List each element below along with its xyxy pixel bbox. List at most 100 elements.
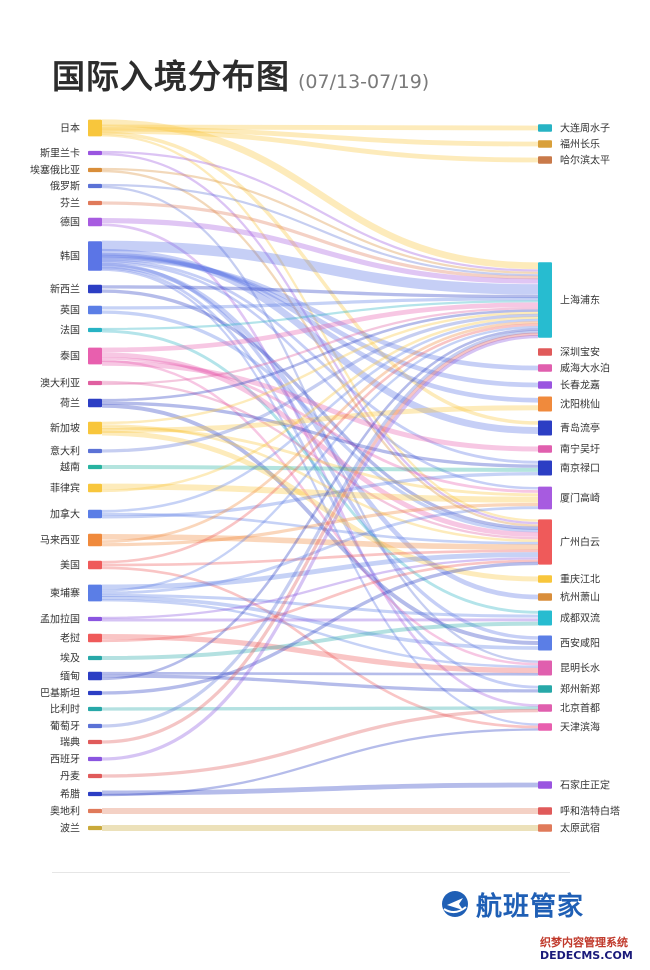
target-node-18 xyxy=(538,685,552,693)
footer-divider xyxy=(52,872,570,873)
source-node-21 xyxy=(88,616,102,622)
flow-link-70 xyxy=(101,621,539,660)
source-label-28: 瑞典 xyxy=(60,736,80,749)
flow-link-42 xyxy=(101,311,539,425)
source-node-30 xyxy=(88,773,102,779)
flow-link-69 xyxy=(101,559,539,643)
source-label-8: 英国 xyxy=(60,304,80,317)
flow-link-38 xyxy=(101,307,539,386)
watermark-line-1: 织梦内容管理系统 xyxy=(540,936,628,949)
flow-link-76 xyxy=(101,330,539,728)
source-node-18 xyxy=(88,533,102,547)
source-node-24 xyxy=(88,671,102,681)
target-node-23 xyxy=(538,824,552,832)
source-node-22 xyxy=(88,633,102,643)
source-node-31 xyxy=(88,791,102,797)
flow-link-36 xyxy=(101,360,539,452)
sankey-chart: 日本斯里兰卡埃塞俄比亚俄罗斯芬兰德国韩国新西兰英国法国泰国澳大利亚荷兰新加坡意大… xyxy=(30,119,620,835)
flow-link-56 xyxy=(101,502,539,547)
date-range-subtitle: (07/13-07/19) xyxy=(298,71,430,93)
flow-link-20 xyxy=(101,259,539,464)
flow-link-62 xyxy=(101,506,539,595)
source-label-0: 日本 xyxy=(60,122,80,135)
flow-link-45 xyxy=(101,405,539,434)
flow-link-14 xyxy=(101,223,539,707)
target-label-20: 天津滨海 xyxy=(560,721,600,734)
source-label-24: 缅甸 xyxy=(60,670,80,683)
source-label-33: 波兰 xyxy=(60,822,80,835)
flow-link-9 xyxy=(101,169,539,527)
source-node-11 xyxy=(88,380,102,386)
flow-link-30 xyxy=(101,300,539,331)
flow-link-60 xyxy=(101,552,539,590)
source-label-32: 奥地利 xyxy=(50,805,80,818)
airport-nodes xyxy=(88,119,552,832)
flow-link-46 xyxy=(101,430,539,582)
title-block: 国际入境分布图 (07/13-07/19) xyxy=(52,50,429,98)
watermark: 织梦内容管理系统 DEDECMS.COM xyxy=(540,936,633,962)
target-label-3: 上海浦东 xyxy=(560,294,600,307)
source-node-6 xyxy=(88,241,102,271)
source-node-5 xyxy=(88,217,102,227)
flow-link-29 xyxy=(101,310,539,533)
flow-link-59 xyxy=(101,566,539,729)
target-label-10: 南京禄口 xyxy=(560,462,600,475)
target-label-17: 昆明长水 xyxy=(560,663,600,675)
flow-link-55 xyxy=(101,321,539,543)
flow-link-15 xyxy=(101,240,539,295)
source-node-16 xyxy=(88,483,102,493)
source-label-2: 埃塞俄比亚 xyxy=(30,164,80,177)
target-node-22 xyxy=(538,807,552,815)
source-node-8 xyxy=(88,305,102,315)
flow-link-61 xyxy=(101,325,539,592)
target-label-8: 青岛流亭 xyxy=(560,422,600,435)
flow-link-49 xyxy=(101,483,539,503)
flow-link-26 xyxy=(101,285,539,299)
target-label-11: 厦门高崎 xyxy=(560,492,600,505)
source-label-27: 葡萄牙 xyxy=(50,720,80,733)
watermark-line-2: DEDECMS.COM xyxy=(540,949,633,962)
node-labels: 日本斯里兰卡埃塞俄比亚俄罗斯芬兰德国韩国新西兰英国法国泰国澳大利亚荷兰新加坡意大… xyxy=(30,122,620,835)
flow-link-13 xyxy=(101,218,539,284)
flow-link-81 xyxy=(101,728,539,797)
target-label-12: 广州白云 xyxy=(560,536,600,549)
target-label-4: 深圳宝安 xyxy=(560,346,600,359)
flow-link-63 xyxy=(101,593,539,618)
flow-link-53 xyxy=(101,472,539,519)
flow-link-11 xyxy=(101,185,539,663)
source-label-11: 澳大利亚 xyxy=(40,377,80,390)
target-node-5 xyxy=(538,364,552,372)
flow-link-50 xyxy=(101,316,539,493)
target-node-4 xyxy=(538,348,552,356)
flow-link-0 xyxy=(101,119,539,270)
flow-link-57 xyxy=(101,323,539,564)
flow-link-2 xyxy=(101,126,539,147)
flow-link-35 xyxy=(101,359,539,666)
source-node-26 xyxy=(88,706,102,712)
flow-link-58 xyxy=(101,549,539,567)
target-label-13: 重庆江北 xyxy=(560,573,600,586)
target-label-19: 北京首都 xyxy=(560,702,600,715)
source-node-13 xyxy=(88,421,102,435)
source-label-21: 孟加拉国 xyxy=(40,613,80,626)
source-node-3 xyxy=(88,183,102,189)
flow-link-21 xyxy=(101,261,539,490)
source-label-3: 俄罗斯 xyxy=(50,180,80,193)
flow-link-72 xyxy=(101,674,539,693)
source-label-7: 新西兰 xyxy=(50,283,80,296)
source-node-27 xyxy=(88,723,102,729)
flow-link-25 xyxy=(101,268,539,726)
source-node-23 xyxy=(88,655,102,661)
flow-link-12 xyxy=(101,201,539,280)
target-node-13 xyxy=(538,575,552,583)
source-node-0 xyxy=(88,119,102,137)
source-label-13: 新加坡 xyxy=(50,422,80,435)
source-label-15: 越南 xyxy=(60,461,80,474)
brand-logo: 航班管家 xyxy=(440,886,584,922)
target-node-12 xyxy=(538,519,552,565)
source-node-25 xyxy=(88,690,102,696)
source-label-31: 希腊 xyxy=(60,788,80,801)
flow-link-79 xyxy=(101,708,539,778)
target-label-14: 杭州萧山 xyxy=(560,591,600,604)
source-label-22: 老挝 xyxy=(60,632,80,645)
